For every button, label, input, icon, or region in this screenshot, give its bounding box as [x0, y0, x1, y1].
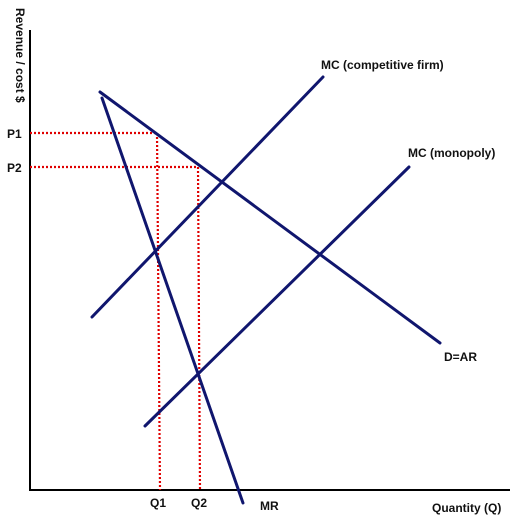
mc-monopoly-line — [143, 165, 411, 428]
p2-label: P2 — [7, 161, 22, 175]
demand-label: D=AR — [444, 350, 477, 364]
q1-label: Q1 — [150, 496, 166, 510]
mc-monopoly-label: MC (monopoly) — [408, 146, 495, 160]
guide-lines — [30, 131, 202, 491]
curves — [90, 75, 442, 505]
mc-competitive-label: MC (competitive firm) — [321, 58, 444, 72]
mr-label: MR — [260, 499, 279, 513]
mr-line — [100, 96, 245, 505]
q2-label: Q2 — [191, 496, 207, 510]
mc-competitive-line — [90, 75, 325, 319]
q2-guide — [196, 166, 202, 491]
y-axis-title: Revenue / cost $ — [13, 8, 27, 103]
p1-label: P1 — [7, 127, 22, 141]
x-axis-title: Quantity (Q) — [432, 501, 501, 515]
q1-guide — [155, 132, 162, 491]
demand-ar-line — [98, 90, 442, 345]
